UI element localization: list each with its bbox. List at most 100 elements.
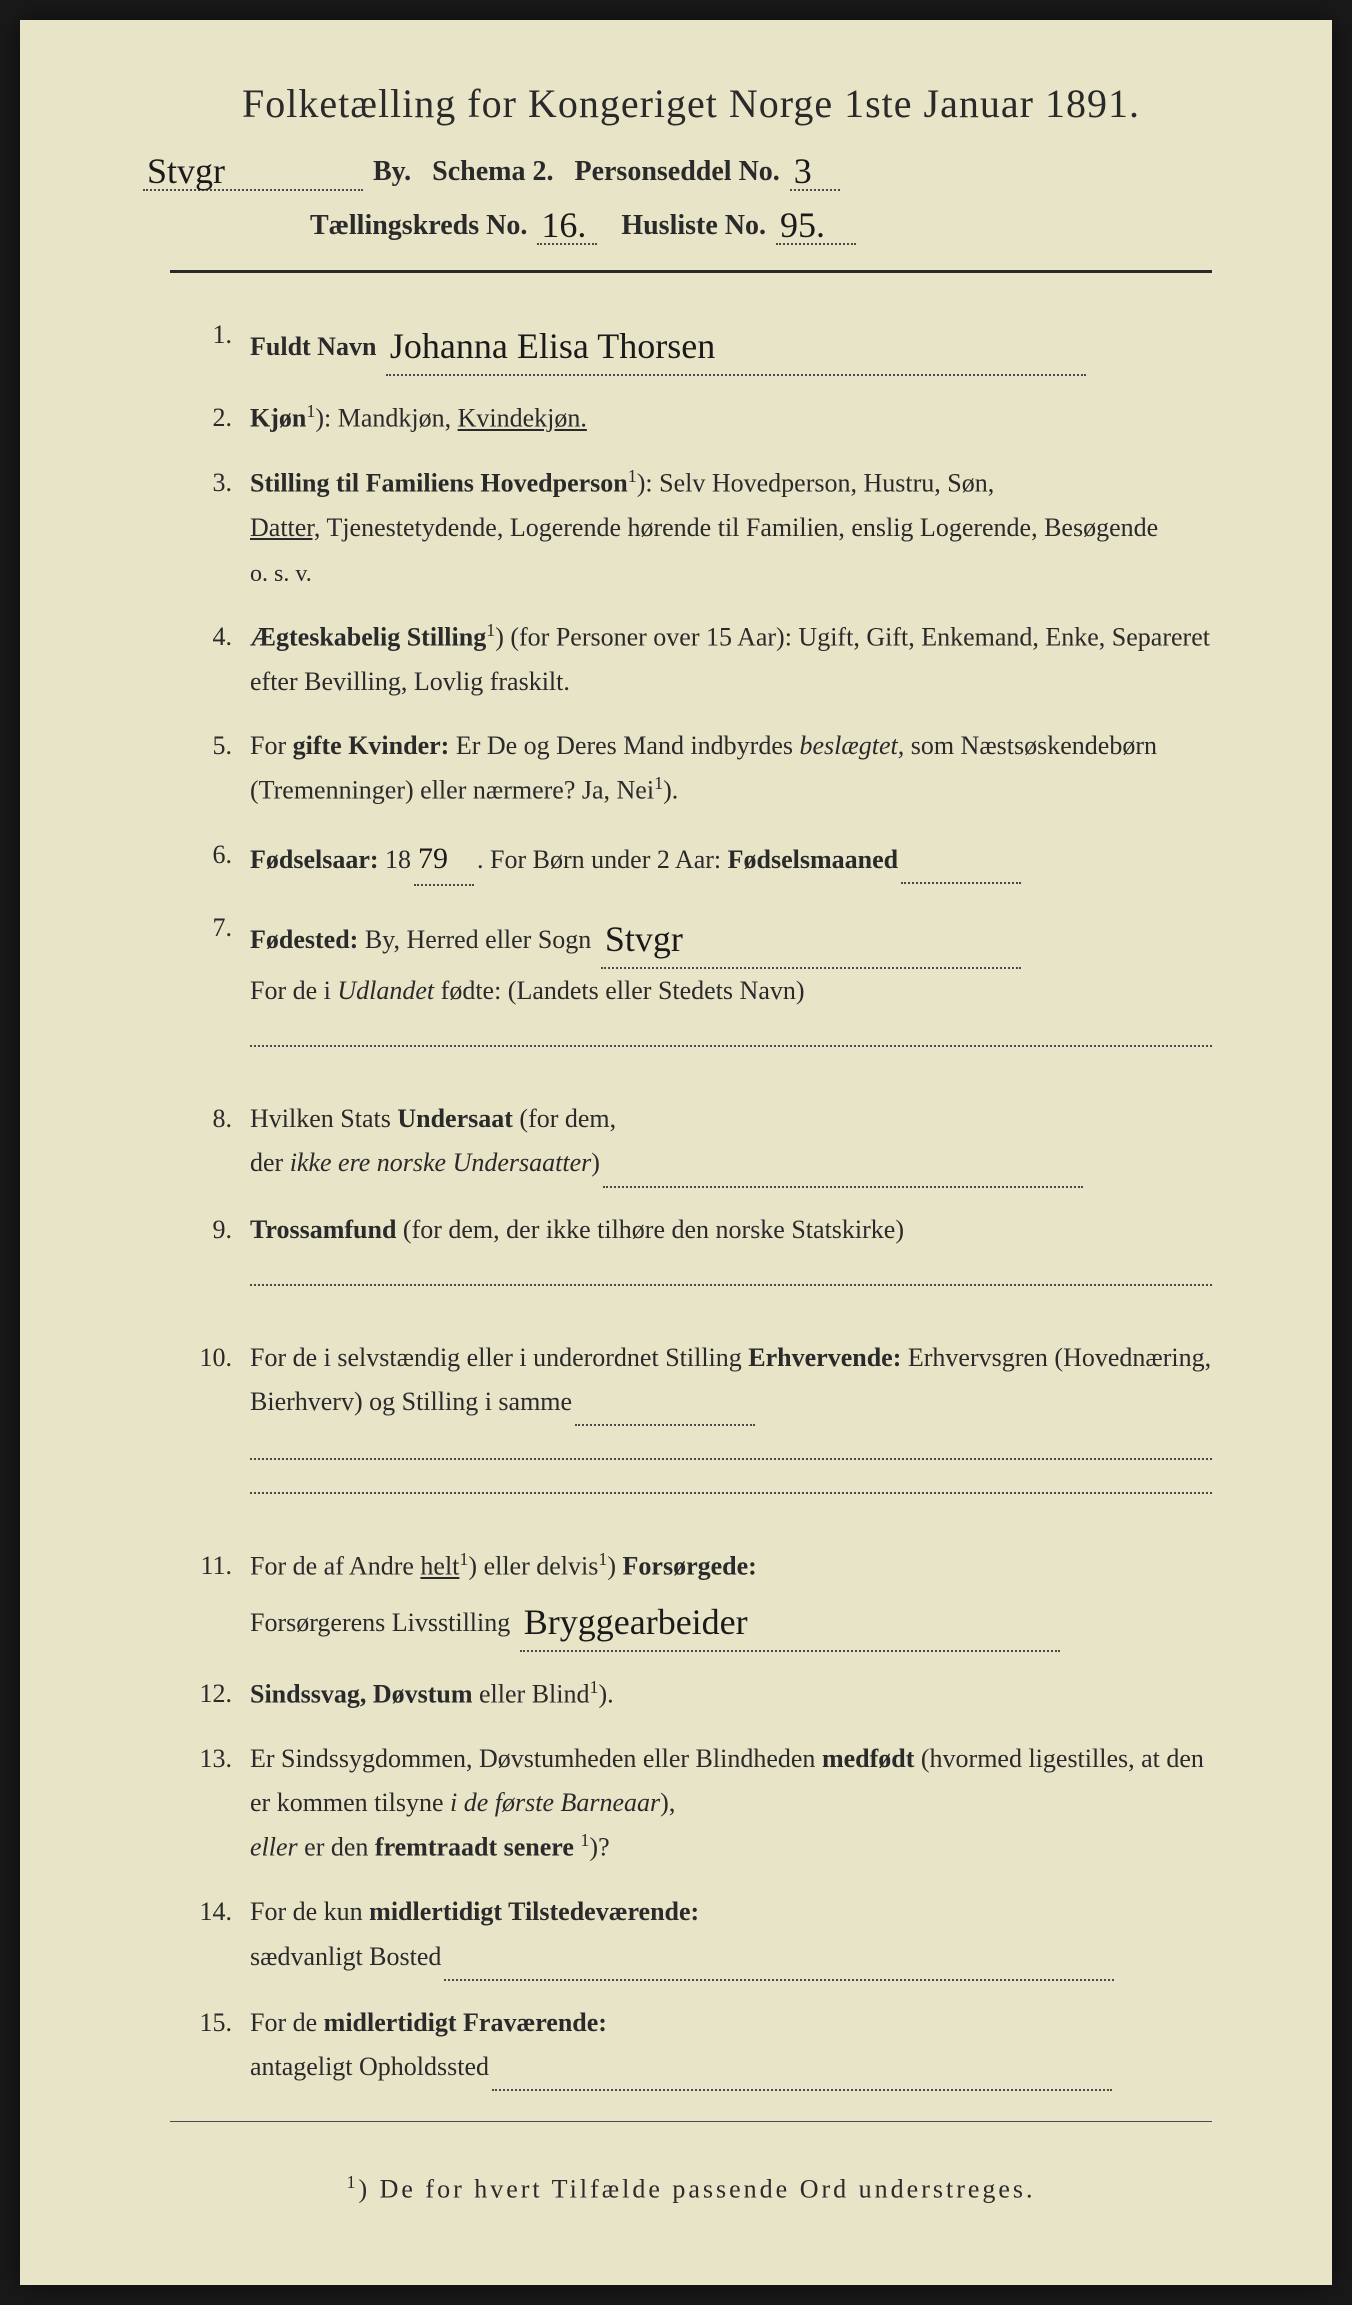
item-2-num: 2. bbox=[190, 396, 250, 441]
item-10-label: Erhvervende: bbox=[748, 1343, 901, 1372]
item-3-underlined: Datter, bbox=[250, 513, 320, 542]
item-3-osv: o. s. v. bbox=[250, 554, 1212, 595]
item-3-num: 3. bbox=[190, 461, 250, 595]
item-5-italic: beslægtet, bbox=[800, 731, 905, 760]
item-6-year-prefix: 18 bbox=[379, 845, 412, 874]
item-13-label: medfødt bbox=[822, 1744, 914, 1773]
item-7-value: Stvgr bbox=[605, 909, 683, 970]
footnote-sup: 1 bbox=[346, 2172, 358, 2192]
item-2-label: Kjøn bbox=[250, 404, 306, 433]
item-7-num: 7. bbox=[190, 906, 250, 1047]
item-14-empty-field bbox=[444, 1935, 1114, 1981]
item-6-text2: . For Børn under 2 Aar: bbox=[477, 845, 728, 874]
personseddel-label: Personseddel No. bbox=[574, 156, 779, 187]
taellingskreds-no: 16. bbox=[541, 204, 586, 246]
divider-bottom bbox=[170, 2121, 1212, 2122]
item-9-dotted-line bbox=[250, 1258, 1212, 1286]
item-11-sup2: 1 bbox=[598, 1549, 607, 1569]
item-11-text2: ) eller delvis bbox=[468, 1552, 598, 1581]
item-6: 6. Fødselsaar: 1879 . For Børn under 2 Aa… bbox=[130, 833, 1252, 886]
item-5-num: 5. bbox=[190, 724, 250, 813]
item-15-num: 15. bbox=[190, 2001, 250, 2091]
item-11-num: 11. bbox=[190, 1544, 250, 1652]
item-13-label2: fremtraadt senere bbox=[375, 1833, 574, 1862]
item-8-label: Undersaat bbox=[397, 1104, 513, 1133]
item-13-num: 13. bbox=[190, 1737, 250, 1870]
item-7-italic: Udlandet bbox=[337, 976, 434, 1005]
item-12-num: 12. bbox=[190, 1672, 250, 1717]
item-8-num: 8. bbox=[190, 1097, 250, 1187]
item-11-value: Bryggearbeider bbox=[524, 1592, 748, 1653]
item-14-text1: For de kun bbox=[250, 1897, 369, 1926]
item-7-label: Fødested: bbox=[250, 925, 358, 954]
header-row-2: Tællingskreds No. 16. Husliste No. 95. bbox=[130, 201, 1252, 245]
item-12-label: Sindssvag, Døvstum bbox=[250, 1680, 473, 1709]
item-9-label: Trossamfund bbox=[250, 1215, 396, 1244]
item-3-text1: ): Selv Hovedperson, Hustru, Søn, bbox=[637, 469, 994, 498]
item-8-text1: Hvilken Stats bbox=[250, 1104, 397, 1133]
footnote-text: ) De for hvert Tilfælde passende Ord und… bbox=[358, 2175, 1035, 2204]
item-15-text2: antageligt Opholdssted bbox=[250, 2052, 489, 2081]
item-5-label: gifte Kvinder: bbox=[293, 731, 450, 760]
item-13-italic1: i de første Barneaar bbox=[450, 1788, 660, 1817]
item-1-value: Johanna Elisa Thorsen bbox=[390, 316, 715, 377]
personseddel-no: 3 bbox=[794, 150, 812, 192]
husliste-label: Husliste No. bbox=[621, 210, 766, 241]
item-6-year: 79 bbox=[418, 833, 448, 884]
item-8-italic: ikke ere norske Undersaatter bbox=[290, 1148, 592, 1177]
item-2-text: ): Mandkjøn, bbox=[315, 404, 457, 433]
item-7-dotted-line bbox=[250, 1019, 1212, 1047]
item-11-text1: For de af Andre bbox=[250, 1552, 420, 1581]
item-5: 5. For gifte Kvinder: Er De og Deres Man… bbox=[130, 724, 1252, 813]
item-7-text2: For de i bbox=[250, 976, 337, 1005]
item-15: 15. For de midlertidigt Fraværende: anta… bbox=[130, 2001, 1252, 2091]
item-10: 10. For de i selvstændig eller i underor… bbox=[130, 1336, 1252, 1494]
by-label: By. bbox=[373, 156, 411, 187]
item-3-sup: 1 bbox=[628, 466, 637, 486]
item-5-text4: ). bbox=[663, 776, 678, 805]
item-6-label2: Fødselsmaaned bbox=[728, 845, 898, 874]
item-11-label: Forsørgede: bbox=[623, 1552, 757, 1581]
item-1-label: Fuldt Navn bbox=[250, 332, 376, 361]
item-13-text1: Er Sindssygdommen, Døvstumheden eller Bl… bbox=[250, 1744, 822, 1773]
item-1-num: 1. bbox=[190, 313, 250, 376]
item-8-text4: ) bbox=[591, 1148, 600, 1177]
item-13: 13. Er Sindssygdommen, Døvstumheden elle… bbox=[130, 1737, 1252, 1870]
item-14-text2: sædvanligt Bosted bbox=[250, 1942, 441, 1971]
item-2-underlined: Kvindekjøn. bbox=[458, 404, 587, 433]
item-6-label: Fødselsaar: bbox=[250, 845, 379, 874]
page-title: Folketælling for Kongeriget Norge 1ste J… bbox=[130, 80, 1252, 127]
item-2-sup: 1 bbox=[306, 401, 315, 421]
item-7-text3: fødte: (Landets eller Stedets Navn) bbox=[434, 976, 804, 1005]
by-handwritten: Stvgr bbox=[147, 150, 225, 192]
item-11-text4: Forsørgerens Livsstilling bbox=[250, 1608, 510, 1637]
item-12: 12. Sindssvag, Døvstum eller Blind1). bbox=[130, 1672, 1252, 1717]
item-4-sup: 1 bbox=[486, 620, 495, 640]
item-8: 8. Hvilken Stats Undersaat (for dem, der… bbox=[130, 1097, 1252, 1187]
item-9: 9. Trossamfund (for dem, der ikke tilhør… bbox=[130, 1208, 1252, 1286]
item-5-sup: 1 bbox=[654, 773, 663, 793]
item-15-empty-field bbox=[492, 2045, 1112, 2091]
husliste-no: 95. bbox=[780, 204, 825, 246]
item-2: 2. Kjøn1): Mandkjøn, Kvindekjøn. bbox=[130, 396, 1252, 441]
item-12-sup: 1 bbox=[590, 1677, 599, 1697]
item-6-num: 6. bbox=[190, 833, 250, 886]
item-13-text4: er den bbox=[298, 1833, 375, 1862]
item-11-underlined1: helt bbox=[420, 1552, 459, 1581]
item-5-text2: Er De og Deres Mand indbyrdes bbox=[449, 731, 799, 760]
item-9-num: 9. bbox=[190, 1208, 250, 1286]
item-8-text2: (for dem, bbox=[513, 1104, 616, 1133]
item-3: 3. Stilling til Familiens Hovedperson1):… bbox=[130, 461, 1252, 595]
item-14-num: 14. bbox=[190, 1890, 250, 1980]
divider-top bbox=[170, 270, 1212, 273]
item-7-text: By, Herred eller Sogn bbox=[358, 925, 591, 954]
census-form-page: Folketælling for Kongeriget Norge 1ste J… bbox=[20, 20, 1332, 2285]
item-5-text1: For bbox=[250, 731, 293, 760]
item-10-text1: For de i selvstændig eller i underordnet… bbox=[250, 1343, 748, 1372]
item-10-num: 10. bbox=[190, 1336, 250, 1494]
item-11: 11. For de af Andre helt1) eller delvis1… bbox=[130, 1544, 1252, 1652]
item-4: 4. Ægteskabelig Stilling1) (for Personer… bbox=[130, 615, 1252, 704]
item-13-text5: )? bbox=[589, 1833, 609, 1862]
item-3-label: Stilling til Familiens Hovedperson bbox=[250, 469, 628, 498]
footnote: 1) De for hvert Tilfælde passende Ord un… bbox=[130, 2172, 1252, 2205]
